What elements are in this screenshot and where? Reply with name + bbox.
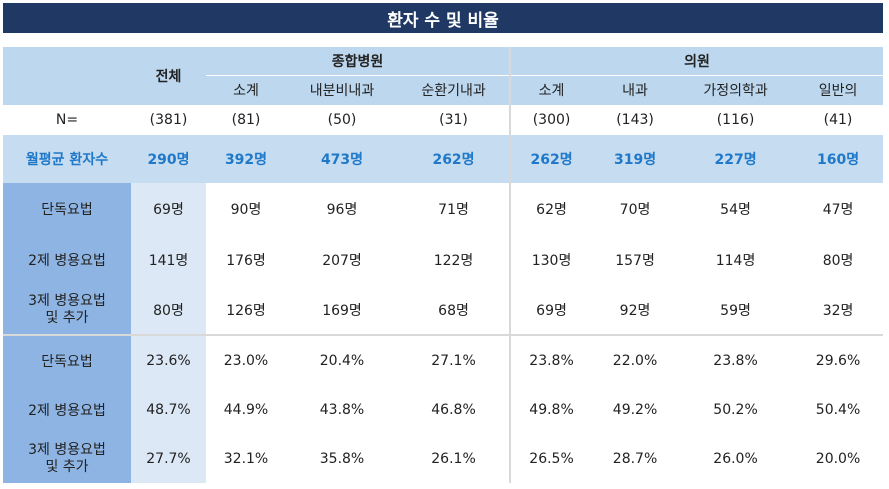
header-corner	[3, 47, 131, 105]
cell: 62명	[509, 183, 593, 235]
cell: 32명	[793, 285, 884, 335]
cell: 20.4%	[286, 334, 398, 385]
cell: 46.8%	[398, 385, 511, 435]
cell: 157명	[592, 235, 679, 285]
row-label: N=	[3, 105, 131, 135]
cell: (143)	[592, 105, 679, 135]
cell: (81)	[206, 105, 286, 135]
table-row: 단독요법 23.6% 23.0% 20.4% 27.1% 23.8% 22.0%…	[3, 334, 884, 385]
cell: 26.5%	[509, 435, 593, 483]
cell: 122명	[398, 235, 511, 285]
cell: 47명	[793, 183, 884, 235]
cell: 23.8%	[509, 334, 593, 385]
cell: 44.9%	[206, 385, 286, 435]
cell: 92명	[592, 285, 679, 335]
cell: 80명	[131, 285, 206, 335]
cell: 20.0%	[793, 435, 884, 483]
cell: 27.1%	[398, 334, 511, 385]
cell: 48.7%	[131, 385, 206, 435]
cell: 290명	[131, 135, 206, 183]
cell: 141명	[131, 235, 206, 285]
cell: (381)	[131, 105, 206, 135]
header-sub-family-medicine: 가정의학과	[678, 75, 794, 105]
row-label: 3제 병용요법 및 추가	[3, 285, 131, 335]
cell: 23.6%	[131, 334, 206, 385]
header-sub-general-practice: 일반의	[793, 75, 884, 105]
cell: 69명	[131, 183, 206, 235]
row-label: 월평균 환자수	[3, 135, 131, 183]
row-label: 3제 병용요법 및 추가	[3, 435, 131, 483]
cell: 43.8%	[286, 385, 398, 435]
row-label: 단독요법	[3, 183, 131, 235]
cell: 29.6%	[793, 334, 884, 385]
cell: 227명	[678, 135, 794, 183]
cell: 126명	[206, 285, 286, 335]
cell: 262명	[509, 135, 593, 183]
cell: (41)	[793, 105, 884, 135]
header-sub-internal-medicine: 내과	[592, 75, 679, 105]
cell: 22.0%	[592, 334, 679, 385]
cell: 96명	[286, 183, 398, 235]
header-clinic: 의원	[509, 47, 884, 76]
cell: 176명	[206, 235, 286, 285]
cell: 70명	[592, 183, 679, 235]
table-row: 월평균 환자수 290명 392명 473명 262명 262명 319명 22…	[3, 135, 884, 183]
cell: (116)	[678, 105, 794, 135]
cell: 160명	[793, 135, 884, 183]
cell: 59명	[678, 285, 794, 335]
cell: 169명	[286, 285, 398, 335]
table-row: N= (381) (81) (50) (31) (300) (143) (116…	[3, 105, 884, 135]
cell: 23.8%	[678, 334, 794, 385]
row-label: 2제 병용요법	[3, 235, 131, 285]
table-row: 3제 병용요법 및 추가 27.7% 32.1% 35.8% 26.1% 26.…	[3, 435, 884, 483]
cell: 80명	[793, 235, 884, 285]
cell: 49.8%	[509, 385, 593, 435]
row-label-line2: 및 추가	[45, 459, 89, 475]
cell: 50.4%	[793, 385, 884, 435]
cell: 23.0%	[206, 334, 286, 385]
cell: 71명	[398, 183, 511, 235]
cell: 26.1%	[398, 435, 511, 483]
cell: 27.7%	[131, 435, 206, 483]
header-sub-endocrinology: 내분비내과	[286, 75, 398, 105]
cell: 54명	[678, 183, 794, 235]
row-label: 2제 병용요법	[3, 385, 131, 435]
table-row: 3제 병용요법 및 추가 80명 126명 169명 68명 69명 92명 5…	[3, 285, 884, 335]
cell: 26.0%	[678, 435, 794, 483]
cell: (300)	[509, 105, 593, 135]
patient-stats-table: 전체 종합병원 의원 소계 내분비내과 순환기내과 소계 내과 가정의학과 일반…	[3, 47, 884, 483]
header-sub-subtotal-general: 소계	[206, 75, 286, 105]
cell: 319명	[592, 135, 679, 183]
cell: 207명	[286, 235, 398, 285]
cell: 473명	[286, 135, 398, 183]
table-row: 2제 병용요법 141명 176명 207명 122명 130명 157명 11…	[3, 235, 884, 285]
row-label-line1: 3제 병용요법	[28, 292, 106, 309]
table-row: 2제 병용요법 48.7% 44.9% 43.8% 46.8% 49.8% 49…	[3, 385, 884, 435]
header-sub-subtotal-clinic: 소계	[509, 75, 593, 105]
header-sub-cardiology: 순환기내과	[398, 75, 511, 105]
cell: 90명	[206, 183, 286, 235]
row-label-line2: 및 추가	[45, 309, 89, 326]
row-label: 단독요법	[3, 334, 131, 385]
cell: 68명	[398, 285, 511, 335]
cell: 130명	[509, 235, 593, 285]
table-row: 단독요법 69명 90명 96명 71명 62명 70명 54명 47명	[3, 183, 884, 235]
header-total: 전체	[131, 47, 206, 105]
cell: 50.2%	[678, 385, 794, 435]
cell: 262명	[398, 135, 511, 183]
table-title: 환자 수 및 비율	[3, 3, 883, 33]
cell: 392명	[206, 135, 286, 183]
cell: 35.8%	[286, 435, 398, 483]
cell: 32.1%	[206, 435, 286, 483]
row-label-line1: 3제 병용요법	[28, 442, 106, 458]
cell: 28.7%	[592, 435, 679, 483]
header-general-hospital: 종합병원	[206, 47, 511, 76]
cell: (31)	[398, 105, 511, 135]
cell: 114명	[678, 235, 794, 285]
cell: 49.2%	[592, 385, 679, 435]
cell: (50)	[286, 105, 398, 135]
cell: 69명	[509, 285, 593, 335]
